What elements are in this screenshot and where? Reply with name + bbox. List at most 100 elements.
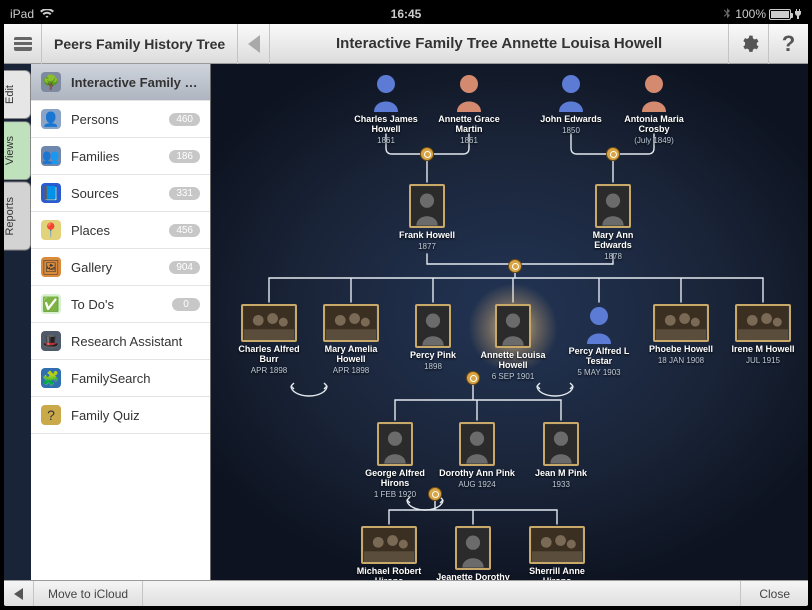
person-photo [735, 304, 791, 342]
sidebar-item-label: Interactive Family Tree [71, 75, 200, 90]
person-date: 1877 [418, 242, 436, 251]
tree-node[interactable]: Michael Robert HironsOCT 1945 [350, 526, 428, 580]
person-name: Percy Alfred L Testar [560, 347, 638, 367]
person-name: Irene M Howell [731, 345, 794, 355]
sidebar-item-todos[interactable]: ✅To Do's0 [31, 286, 210, 323]
sidebar-item-label: To Do's [71, 297, 162, 312]
sidebar-item-label: Family Quiz [71, 408, 200, 423]
tree-node[interactable]: Dorothy Ann PinkAUG 1924 [438, 422, 516, 489]
person-name: Michael Robert Hirons [350, 567, 428, 580]
back-button[interactable] [238, 24, 270, 64]
marriage-ring-icon [606, 147, 620, 161]
person-name: Charles Alfred Burr [230, 345, 308, 365]
person-name: Percy Pink [410, 351, 456, 361]
close-button[interactable]: Close [740, 581, 808, 606]
tree-node[interactable]: Charles James Howell1861 [347, 72, 425, 145]
sidebar-item-tree[interactable]: 🌳Interactive Family Tree [31, 64, 210, 101]
person-name: Sherrill Anne Hirons [518, 567, 596, 580]
tree-node[interactable]: Percy Alfred L Testar5 MAY 1903 [560, 304, 638, 377]
tree-node[interactable]: Mary Ann Edwards1878 [574, 184, 652, 261]
person-photo [409, 184, 445, 228]
person-photo [495, 304, 531, 348]
person-name: Annette Grace Martin [430, 115, 508, 135]
person-name: Mary Ann Edwards [574, 231, 652, 251]
sidebar-item-count: 186 [169, 150, 200, 163]
tab-edit[interactable]: Edit [4, 70, 31, 119]
person-name: Mary Amelia Howell [312, 345, 390, 365]
tree-node[interactable]: Percy Pink1898 [394, 304, 472, 371]
person-photo [543, 422, 579, 466]
tree-node[interactable]: Charles Alfred BurrAPR 1898 [230, 304, 308, 375]
tree-node[interactable]: Jeanette Dorothy Hirons [434, 526, 512, 580]
person-date: 1878 [604, 252, 622, 261]
tree-node[interactable]: Frank Howell1877 [388, 184, 466, 251]
marriage-ring-icon [420, 147, 434, 161]
marriage-ring-icon [428, 487, 442, 501]
person-date: 1861 [460, 136, 478, 145]
person-name: John Edwards [540, 115, 602, 125]
person-avatar-icon [370, 72, 402, 112]
sidebar-item-label: Gallery [71, 260, 159, 275]
sidebar-item-fsearch[interactable]: 🧩FamilySearch [31, 360, 210, 397]
settings-button[interactable] [728, 24, 768, 64]
move-to-icloud-button[interactable]: Move to iCloud [34, 581, 143, 606]
person-avatar-icon [555, 72, 587, 112]
person-name: Charles James Howell [347, 115, 425, 135]
sidebar-item-research[interactable]: 🎩Research Assistant [31, 323, 210, 360]
person-date: 18 JAN 1908 [658, 356, 704, 365]
sidebar-item-persons[interactable]: 👤Persons460 [31, 101, 210, 138]
tab-views[interactable]: Views [4, 121, 31, 180]
sidebar-item-label: Places [71, 223, 159, 238]
person-name: Dorothy Ann Pink [439, 469, 515, 479]
places-icon: 📍 [41, 220, 61, 240]
person-date: 1898 [424, 362, 442, 371]
marriage-ring-icon [466, 371, 480, 385]
sidebar-item-sources[interactable]: 📘Sources331 [31, 175, 210, 212]
sidebar-item-label: Sources [71, 186, 159, 201]
toolbar: Peers Family History Tree Interactive Fa… [4, 24, 808, 64]
person-photo [415, 304, 451, 348]
bottom-back-button[interactable] [4, 581, 34, 606]
tree-node[interactable]: John Edwards1850 [532, 72, 610, 135]
tree-node[interactable]: Irene M HowellJUL 1915 [724, 304, 802, 365]
gallery-icon: 🖼 [41, 257, 61, 277]
tree-node[interactable]: Annette Louisa Howell6 SEP 1901 [474, 304, 552, 381]
person-date: (July 1849) [634, 136, 674, 145]
tree-node[interactable]: Mary Amelia HowellAPR 1898 [312, 304, 390, 375]
chevron-left-icon [14, 588, 23, 600]
tab-reports[interactable]: Reports [4, 182, 31, 251]
fsearch-icon: 🧩 [41, 368, 61, 388]
person-photo [377, 422, 413, 466]
bottom-toolbar: Move to iCloud Close [4, 580, 808, 606]
sidebar-item-places[interactable]: 📍Places456 [31, 212, 210, 249]
persons-icon: 👤 [41, 109, 61, 129]
menu-icon [14, 37, 32, 51]
person-photo [595, 184, 631, 228]
person-date: 1861 [377, 136, 395, 145]
tree-node[interactable]: Antonia Maria Crosby(July 1849) [615, 72, 693, 145]
menu-button[interactable] [4, 24, 42, 64]
person-photo [459, 422, 495, 466]
tree-node[interactable]: Annette Grace Martin1861 [430, 72, 508, 145]
person-avatar-icon [638, 72, 670, 112]
page-title: Interactive Family Tree Annette Louisa H… [270, 35, 728, 52]
marriage-ring-icon [508, 259, 522, 273]
help-button[interactable]: ? [768, 24, 808, 64]
sidebar-item-gallery[interactable]: 🖼Gallery904 [31, 249, 210, 286]
tree-node[interactable]: Phoebe Howell18 JAN 1908 [642, 304, 720, 365]
tree-node[interactable]: Jean M Pink1933 [522, 422, 600, 489]
clock: 16:45 [274, 7, 538, 21]
tree-node[interactable]: Sherrill Anne HironsAUG 1955 [518, 526, 596, 580]
sidebar-item-label: Families [71, 149, 159, 164]
person-avatar-icon [583, 304, 615, 344]
bluetooth-icon [723, 8, 731, 20]
person-photo [529, 526, 585, 564]
tree-canvas[interactable]: Charles James Howell1861Annette Grace Ma… [211, 64, 808, 580]
document-title[interactable]: Peers Family History Tree [42, 24, 238, 64]
person-name: Antonia Maria Crosby [615, 115, 693, 135]
sidebar-item-label: Research Assistant [71, 334, 200, 349]
sidebar-item-families[interactable]: 👥Families186 [31, 138, 210, 175]
sidebar-item-quiz[interactable]: ?Family Quiz [31, 397, 210, 434]
sidebar-item-count: 460 [169, 113, 200, 126]
tree-node[interactable]: George Alfred Hirons1 FEB 1920 [356, 422, 434, 499]
